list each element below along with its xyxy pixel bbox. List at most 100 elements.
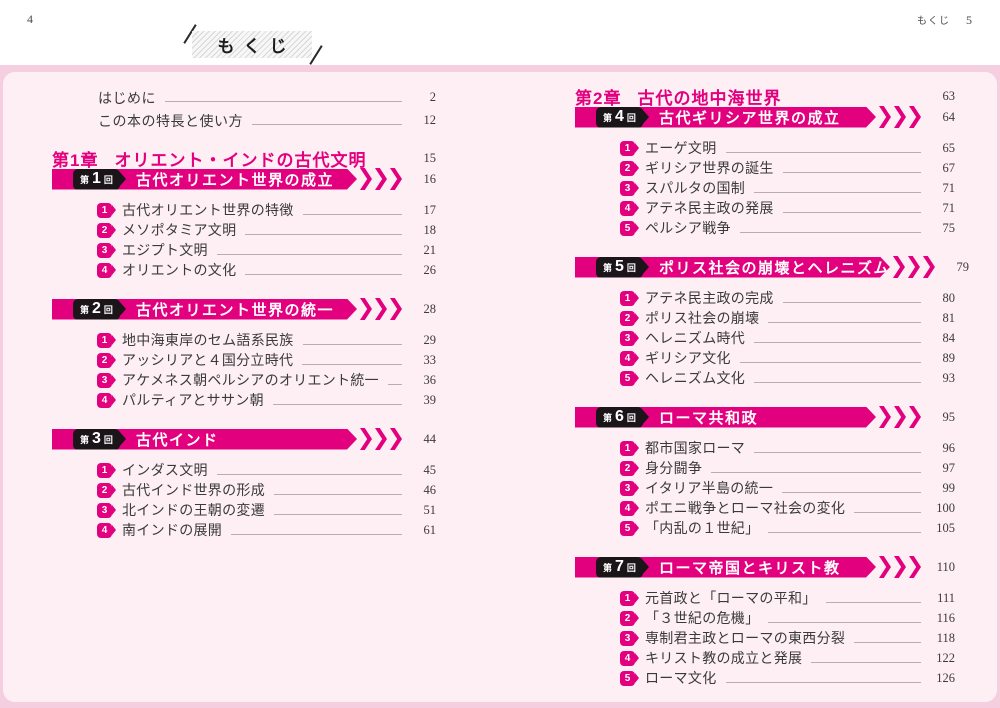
leader-line: [825, 601, 921, 603]
chevron-icon: [390, 428, 402, 450]
front-matter-label: はじめに: [98, 89, 156, 106]
chevron-icon: [909, 556, 921, 578]
item-number-badge: 3: [97, 372, 112, 388]
page-number: 75: [942, 220, 956, 235]
leader-line: [387, 383, 402, 385]
page-number: 111: [937, 590, 955, 605]
item-number: 2: [101, 354, 108, 366]
leader-line: [782, 301, 921, 303]
leader-line: [768, 321, 921, 323]
item-label: 北インドの王朝の変遷: [122, 502, 265, 518]
item-number: 5: [624, 672, 631, 684]
toc-item: 3 スパルタの国制 71: [575, 178, 955, 198]
item-number: 3: [624, 182, 631, 194]
item-number-badge: 4: [620, 200, 635, 216]
item-label: パルティアとササン朝: [122, 392, 264, 408]
item-label: 地中海東岸のセム語系民族: [122, 332, 294, 348]
item-number-badge: 2: [620, 610, 635, 626]
leader-line: [782, 211, 921, 213]
section-banner-row: 第 4 回古代ギリシア世界の成立 64: [575, 106, 955, 128]
item-label: スパルタの国制: [645, 180, 746, 196]
section-title: 古代オリエント世界の統一: [135, 301, 334, 319]
item-label: アッシリアと４国分立時代: [122, 352, 294, 368]
item-label: ペルシア戦争: [645, 220, 731, 236]
chevron-icon: [909, 106, 921, 128]
toc-item: 3 北インドの王朝の変遷 51: [52, 500, 436, 520]
item-label: イタリア半島の統一: [645, 480, 774, 496]
toc-item: 1 元首政と「ローマの平和」 111: [575, 588, 955, 608]
toc-column-left: はじめに 2 この本の特長と使い方 12 第1章 オリエント・インドの古代文明 15 第 1 回古…: [52, 86, 436, 540]
toc-item: 2 ギリシア世界の誕生 67: [575, 158, 955, 178]
item-label: メソポタミア文明: [122, 222, 237, 238]
section-title: 古代ギリシア世界の成立: [658, 109, 841, 127]
item-number: 4: [624, 202, 631, 214]
page-number: 116: [936, 610, 955, 625]
chevron-icon: [879, 556, 891, 578]
item-number: 4: [101, 394, 108, 406]
item-number-badge: 4: [97, 392, 112, 408]
item-label: ヘレニズム文化: [645, 370, 746, 386]
item-number-badge: 3: [620, 330, 635, 346]
item-number-badge: 1: [97, 202, 112, 218]
item-number-badge: 4: [620, 650, 635, 666]
section-block: 第 7 回ローマ帝国とキリスト教 110 1 元首政と「ローマの平和」 111 2 「３世紀の危…: [575, 556, 955, 688]
item-number: 5: [624, 372, 631, 384]
item-number: 4: [624, 352, 631, 364]
toc-item: 2 アッシリアと４国分立時代 33: [52, 350, 436, 370]
toc-title-band: もくじ: [192, 31, 312, 58]
item-number-badge: 5: [620, 520, 635, 536]
leader-line: [725, 151, 921, 153]
toc-item: 2 古代インド世界の形成 46: [52, 480, 436, 500]
page-number: 51: [423, 502, 437, 517]
chapter-heading: 第1章 オリエント・インドの古代文明 15: [52, 148, 436, 170]
item-number-badge: 3: [620, 180, 635, 196]
item-number: 3: [624, 482, 631, 494]
item-number: 3: [624, 332, 631, 344]
section-label-number: 1: [92, 170, 101, 187]
section-items: 1 都市国家ローマ 96 2 身分闘争 97 3 イタリア半島の統一 99 4 ポエニ戦争とローマ社…: [575, 438, 955, 538]
item-number-badge: 2: [620, 460, 635, 476]
leader-line: [272, 403, 402, 405]
chevron-icon: [879, 106, 891, 128]
leader-line: [754, 451, 921, 453]
item-number-badge: 1: [97, 462, 112, 478]
item-label: 元首政と「ローマの平和」: [645, 590, 817, 606]
chevron-icon: [894, 106, 906, 128]
item-number-badge: 1: [620, 290, 635, 306]
chevron-icon: [894, 556, 906, 578]
section-banner-bar: 第 1 回古代オリエント世界の成立: [52, 169, 357, 190]
section-items: 1 元首政と「ローマの平和」 111 2 「３世紀の危機」 116 3 専制君主政とローマの東…: [575, 588, 955, 688]
item-label: ヘレニズム時代: [645, 330, 746, 346]
page-number: 84: [942, 330, 956, 345]
toc-item: 3 専制君主政とローマの東西分裂 118: [575, 628, 955, 648]
section-banner-bar: 第 4 回古代ギリシア世界の成立: [575, 107, 876, 128]
page-number: 105: [936, 520, 955, 535]
item-number-badge: 4: [97, 262, 112, 278]
toc-item: 2 身分闘争 97: [575, 458, 955, 478]
item-label: ギリシア文化: [645, 350, 731, 366]
item-label: 「内乱の１世紀」: [645, 520, 760, 536]
item-number-badge: 3: [620, 630, 635, 646]
section-label-suffix: 回: [103, 174, 113, 185]
section-banner-row: 第 5 回ポリス社会の崩壊とヘレニズム 79: [575, 256, 969, 278]
toc-item: 2 ポリス社会の崩壊 81: [575, 308, 955, 328]
item-number-badge: 2: [97, 482, 112, 498]
section-label-suffix: 回: [626, 412, 636, 423]
leader-line: [754, 341, 921, 343]
page-number: 99: [942, 480, 956, 495]
item-number: 4: [101, 524, 108, 536]
chevron-icon: [879, 406, 891, 428]
page-number: 28: [423, 301, 437, 316]
toc-item: 5 ヘレニズム文化 93: [575, 368, 955, 388]
item-number-badge: 1: [620, 440, 635, 456]
toc-item: 4 オリエントの文化 26: [52, 260, 436, 280]
item-label: 都市国家ローマ: [645, 440, 746, 456]
section-banner-bar: 第 6 回ローマ共和政: [575, 407, 876, 428]
section-label-suffix: 回: [103, 434, 113, 445]
toc-item: 4 アテネ民主政の発展 71: [575, 198, 955, 218]
section-items: 1 エーゲ文明 65 2 ギリシア世界の誕生 67 3 スパルタの国制 71 4 アテネ民主政の発展…: [575, 138, 955, 238]
leader-line: [245, 233, 402, 235]
toc-item: 2 「３世紀の危機」 116: [575, 608, 955, 628]
